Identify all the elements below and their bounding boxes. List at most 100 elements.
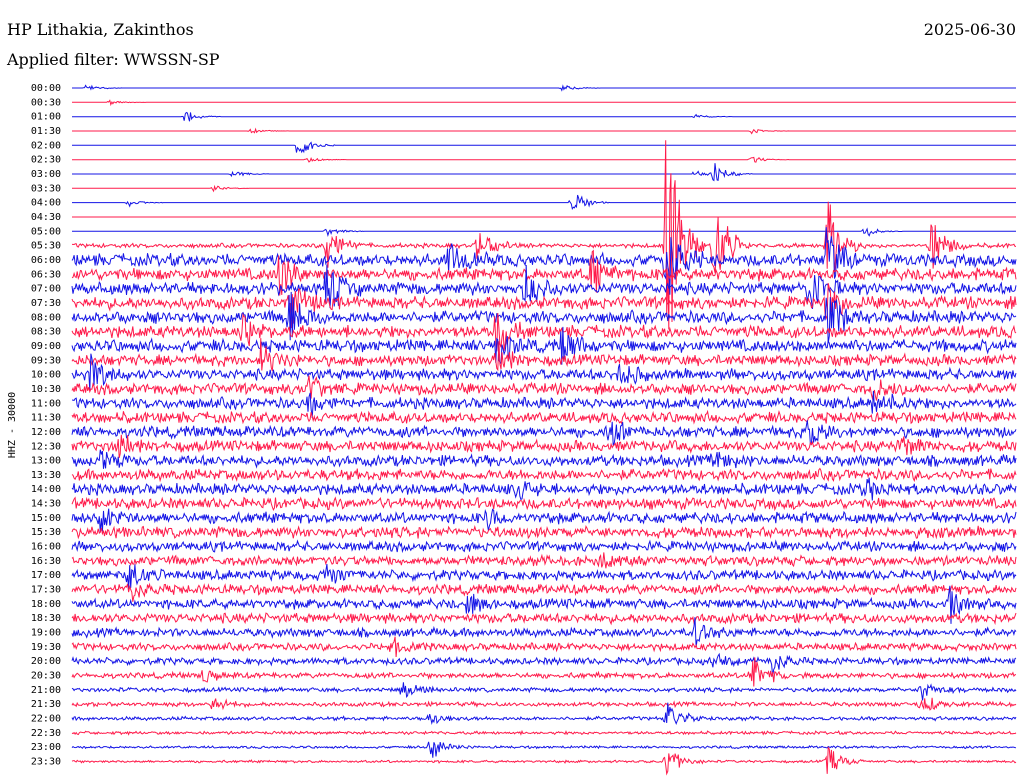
row-time-label: 06:00 [31,255,61,266]
row-time-label: 06:30 [31,269,61,280]
trace-line [71,477,1017,501]
trace-line [72,99,1016,107]
row-time-label: 10:00 [31,370,61,381]
row-time-label: 14:00 [31,484,61,495]
trace-line [71,611,1017,626]
row-time-label: 00:00 [31,83,61,94]
row-time-label: 01:00 [31,112,61,123]
row-time-label: 15:30 [31,527,61,538]
trace-line [72,184,1016,193]
row-time-label: 17:00 [31,570,61,581]
row-time-label: 13:00 [31,456,61,467]
row-time-label: 20:30 [31,671,61,682]
row-time-label: 14:30 [31,499,61,510]
row-time-label: 08:00 [31,312,61,323]
row-time-label: 03:30 [31,183,61,194]
trace-line [71,420,1017,446]
row-time-label: 16:00 [31,542,61,553]
row-time-label: 18:00 [31,599,61,610]
trace-line [71,264,1017,309]
trace-line [71,539,1017,554]
trace-line [72,163,1016,182]
trace-line [71,449,1017,469]
time-label-group: 00:00 00:30 01:00 01:30 02:00 02:30 03:00 03:30… [31,83,61,768]
row-time-label: 18:30 [31,613,61,624]
row-time-label: 23:30 [31,757,61,768]
row-time-label: 19:00 [31,628,61,639]
row-time-label: 13:30 [31,470,61,481]
row-time-label: 09:00 [31,341,61,352]
trace-line [71,326,1017,365]
filter-subtitle: Applied filter: WWSSN-SP [7,50,220,69]
row-time-label: 20:00 [31,656,61,667]
trace-line [72,194,1016,211]
trace-line [71,582,1017,602]
trace-line [71,636,1017,658]
trace-line [72,227,1016,237]
trace-line [71,617,1017,647]
trace-line [71,390,1017,418]
row-time-label: 15:00 [31,513,61,524]
row-time-label: 12:00 [31,427,61,438]
trace-line [71,375,1017,401]
row-time-label: 00:30 [31,97,61,108]
row-time-label: 05:00 [31,226,61,237]
trace-line [71,564,1017,591]
y-axis-label: HHZ - 30000 [7,392,18,458]
trace-group [71,84,1017,776]
row-time-label: 07:00 [31,284,61,295]
row-time-label: 16:30 [31,556,61,567]
row-time-label: 22:00 [31,714,61,725]
trace-line [71,508,1017,533]
row-time-label: 04:30 [31,212,61,223]
row-time-label: 12:30 [31,441,61,452]
trace-line [71,249,1017,296]
trace-line [72,111,1016,122]
row-time-label: 07:30 [31,298,61,309]
trace-line [71,702,1017,726]
row-time-label: 21:00 [31,685,61,696]
trace-line [72,84,1016,92]
trace-line [71,409,1017,425]
trace-line [71,652,1017,677]
trace-line [71,657,1017,687]
station-title: HP Lithakia, Zakinthos [7,20,194,39]
row-time-label: 01:30 [31,126,61,137]
row-time-label: 05:30 [31,241,61,252]
row-time-label: 02:00 [31,140,61,151]
row-time-label: 10:30 [31,384,61,395]
trace-line [71,283,1017,329]
row-time-label: 17:30 [31,585,61,596]
row-time-label: 22:30 [31,728,61,739]
row-time-label: 23:00 [31,742,61,753]
row-time-label: 21:30 [31,699,61,710]
row-time-label: 03:00 [31,169,61,180]
trace-line [71,291,1017,344]
trace-line [71,353,1017,391]
trace-line [71,682,1017,701]
date-label: 2025-06-30 [923,20,1016,39]
trace-line [71,729,1017,736]
row-time-label: 08:30 [31,327,61,338]
trace-line [72,140,1016,330]
row-time-label: 11:00 [31,398,61,409]
row-time-label: 09:30 [31,355,61,366]
trace-line [71,697,1017,711]
trace-line [72,141,1016,154]
trace-line [71,467,1017,483]
trace-line [71,524,1017,540]
row-time-label: 11:30 [31,413,61,424]
trace-line [72,156,1016,163]
trace-line [71,434,1017,459]
trace-line [71,312,1017,352]
trace-line [71,227,1017,295]
row-time-label: 02:30 [31,155,61,166]
trace-line [71,585,1017,624]
trace-line [71,552,1017,569]
trace-line [71,496,1017,512]
trace-line [71,338,1017,372]
trace-line [71,741,1017,758]
row-time-label: 19:30 [31,642,61,653]
trace-line [72,127,1016,135]
